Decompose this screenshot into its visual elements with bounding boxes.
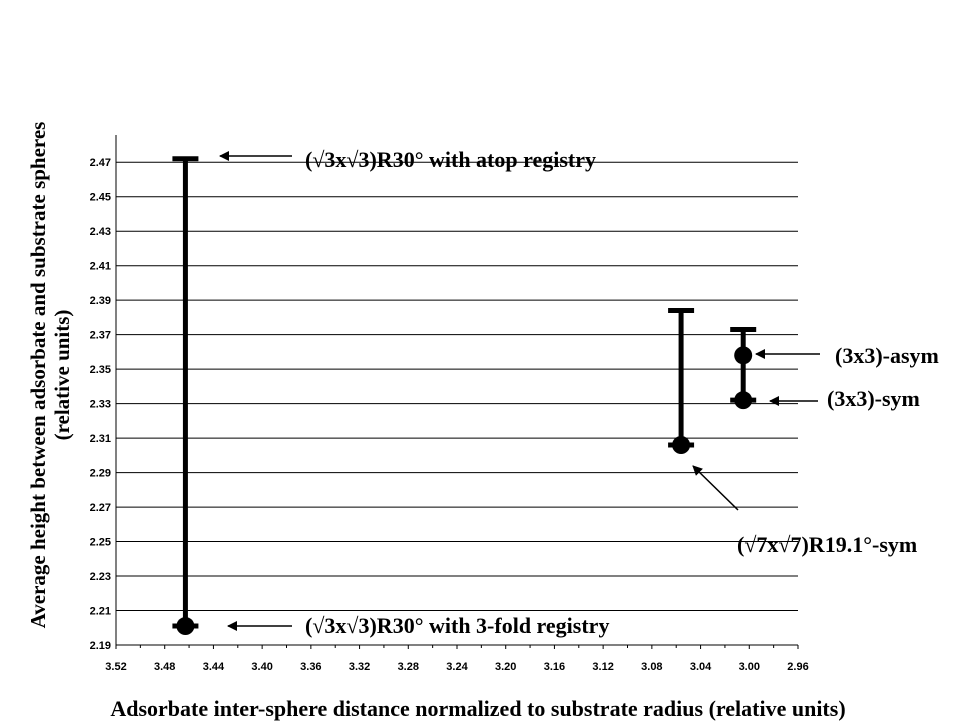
y-tick-label: 2.19 xyxy=(90,640,111,652)
annotation-label: (3x3)-asym xyxy=(835,343,939,368)
tick-labels: 2.19 2.21 2.23 2.25 2.27 2.29 2.31 2.33 2.35 2.37… xyxy=(90,157,809,673)
x-tick-label: 3.40 xyxy=(251,661,272,673)
x-tick-label: 3.48 xyxy=(154,661,175,673)
x-tick-label: 3.28 xyxy=(398,661,419,673)
y-tick-label: 2.25 xyxy=(90,537,111,549)
annotation-label: (√7x√7)R19.1°-sym xyxy=(737,532,917,557)
y-tick-label: 2.43 xyxy=(90,226,111,238)
y-axis-title-units: (relative units) xyxy=(50,310,74,441)
y-tick-label: 2.37 xyxy=(90,330,111,342)
y-tick-label: 2.33 xyxy=(90,399,111,411)
x-tick-label: 3.20 xyxy=(495,661,516,673)
x-tick-label: 3.08 xyxy=(641,661,662,673)
y-tick-label: 2.29 xyxy=(90,468,111,480)
y-tick-label: 2.47 xyxy=(90,157,111,169)
y-tick-label: 2.31 xyxy=(90,433,111,445)
x-tick-label: 3.44 xyxy=(203,661,225,673)
data-point xyxy=(176,617,195,636)
annotations: (√3x√3)R30° with atop registry (√3x√3)R30… xyxy=(219,147,939,638)
data-point xyxy=(672,436,691,454)
data-point xyxy=(734,346,753,365)
y-tick-label: 2.45 xyxy=(90,192,111,204)
annotation-label: (3x3)-sym xyxy=(827,386,920,411)
annotation-arrow xyxy=(692,465,739,511)
grid-lines xyxy=(116,161,798,646)
annotation-label: (√3x√3)R30° with atop registry xyxy=(305,147,596,172)
x-tick-label: 3.12 xyxy=(592,661,613,673)
y-tick-label: 2.23 xyxy=(90,571,111,583)
y-tick-label: 2.39 xyxy=(90,295,111,307)
y-tick-label: 2.35 xyxy=(90,364,111,376)
x-tick-label: 3.32 xyxy=(349,661,370,673)
data-marks xyxy=(172,156,757,636)
x-axis-title: Adsorbate inter-sphere distance normaliz… xyxy=(110,696,845,721)
x-tick-label: 3.00 xyxy=(739,661,760,673)
x-tick-label: 2.96 xyxy=(787,661,808,673)
annotation-label: (√3x√3)R30° with 3-fold registry xyxy=(305,613,609,638)
y-axis-title: Average height between adsorbate and sub… xyxy=(26,122,50,629)
x-tick-label: 3.04 xyxy=(690,661,712,673)
x-tick-label: 3.52 xyxy=(105,661,126,673)
data-point xyxy=(734,391,753,410)
axes xyxy=(115,135,799,649)
y-tick-label: 2.41 xyxy=(90,261,111,273)
x-tick-label: 3.16 xyxy=(544,661,565,673)
x-tick-label: 3.24 xyxy=(446,661,468,673)
y-tick-label: 2.21 xyxy=(90,606,111,618)
x-tick-label: 3.36 xyxy=(300,661,321,673)
y-tick-label: 2.27 xyxy=(90,502,111,514)
